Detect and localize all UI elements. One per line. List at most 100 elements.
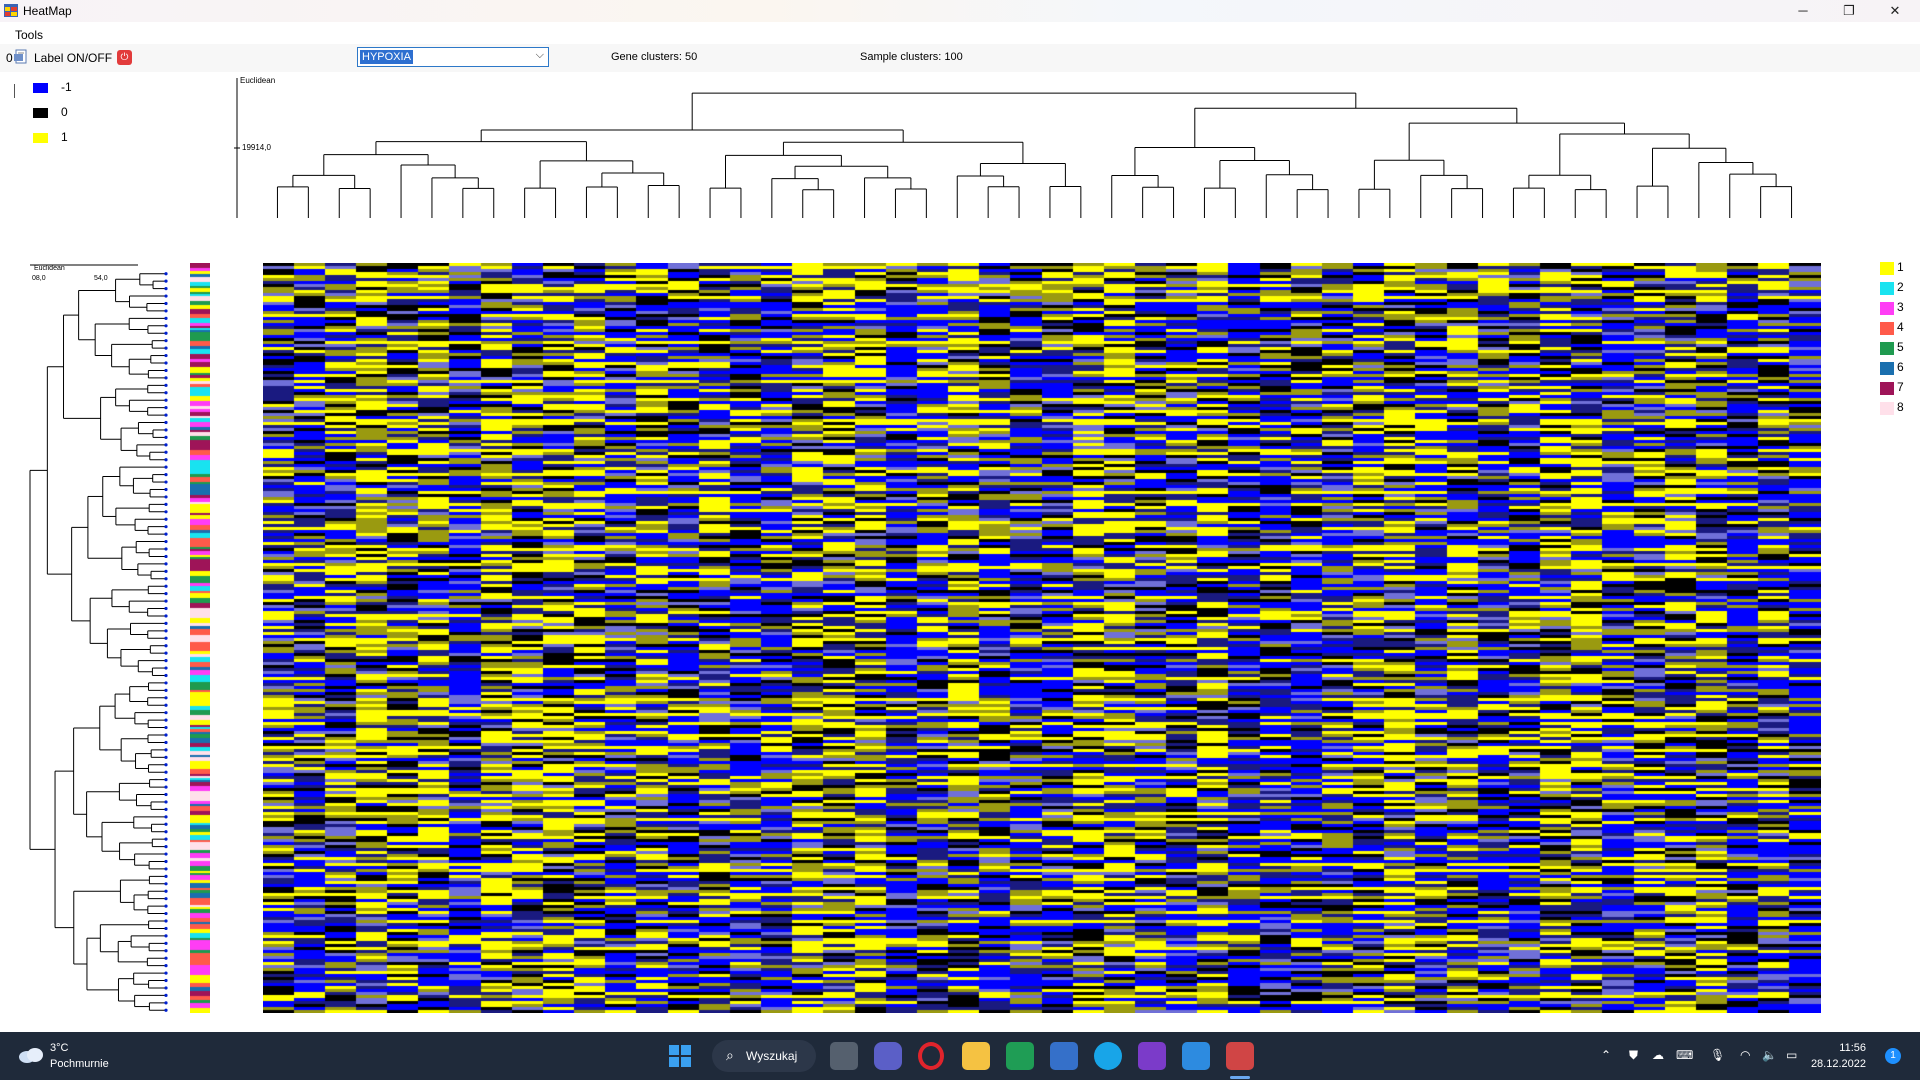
leaf-marker <box>164 889 168 893</box>
toolbar-zero-text: 0 <box>6 51 13 65</box>
taskbar-search-label: Wyszukaj <box>746 1049 798 1063</box>
cluster-swatch <box>1880 322 1894 335</box>
chevron-down-icon[interactable]: ⌵ <box>535 49 544 61</box>
leaf-marker <box>164 361 168 365</box>
leaf-marker <box>164 711 168 715</box>
leaf-marker <box>164 919 168 923</box>
leaf-marker <box>164 443 168 447</box>
windows-icon[interactable] <box>666 1042 694 1070</box>
security-icon[interactable]: ⛊ <box>1629 1048 1639 1062</box>
leaf-marker <box>164 495 168 499</box>
weather-description[interactable]: Pochmurnie <box>50 1058 109 1070</box>
title-bar: HeatMap ─ ❐ ✕ <box>0 0 1920 22</box>
task-view-icon[interactable] <box>830 1042 858 1070</box>
keyboard-icon[interactable]: ⌨ <box>1676 1048 1694 1062</box>
power-icon[interactable]: ⏻ <box>117 50 132 65</box>
active-app-indicator <box>1230 1076 1250 1079</box>
gene-dendrogram: Euclidean 08,0 54,0 <box>29 264 168 1012</box>
cluster-label: 5 <box>1897 340 1904 354</box>
legend-swatch <box>33 108 48 118</box>
leaf-marker <box>164 837 168 841</box>
cluster-legend-4: 4 <box>1880 318 1910 336</box>
leaf-marker <box>164 822 168 826</box>
dendrogram-leaf-markers <box>164 272 168 1012</box>
cloud-sync-icon[interactable]: ☁ <box>1652 1048 1664 1062</box>
label-toggle-icon[interactable] <box>13 49 29 65</box>
leaf-marker <box>164 450 168 454</box>
sample-dendrogram: Euclidean 19914,0 <box>234 76 1793 218</box>
tray-chevron-icon[interactable]: ⌃ <box>1601 1048 1612 1062</box>
leaf-marker <box>164 904 168 908</box>
cluster-legend-2: 2 <box>1880 278 1910 296</box>
close-button[interactable]: ✕ <box>1889 3 1901 18</box>
save-icon[interactable] <box>1050 1042 1078 1070</box>
microphone-icon[interactable]: 🎙 <box>1710 1048 1726 1062</box>
leaf-marker <box>164 517 168 521</box>
cluster-label: 1 <box>1897 260 1904 274</box>
leaf-marker <box>164 525 168 529</box>
cluster-legend-7: 7 <box>1880 378 1910 396</box>
skype-icon[interactable] <box>1094 1042 1122 1070</box>
clock-time[interactable]: 11:56 <box>1839 1042 1866 1054</box>
visual-studio-icon[interactable] <box>1138 1042 1166 1070</box>
value-legend-neg: -1 <box>33 80 103 96</box>
leaf-marker <box>164 331 168 335</box>
leaf-marker <box>164 964 168 968</box>
gene-cluster-strip <box>190 263 210 1013</box>
legend-label: 0 <box>61 105 68 119</box>
menu-tools[interactable]: Tools <box>15 28 44 42</box>
label-toggle-button[interactable]: Label ON/OFF <box>34 51 113 65</box>
leaf-marker <box>164 435 168 439</box>
leaf-marker <box>164 733 168 737</box>
cloud-icon[interactable] <box>18 1047 44 1063</box>
leaf-marker <box>164 941 168 945</box>
taskbar-search[interactable]: ⌕ Wyszukaj <box>712 1040 816 1072</box>
cluster-label: 8 <box>1897 400 1904 414</box>
leaf-marker <box>164 272 168 276</box>
heatmap-app-icon[interactable] <box>1226 1042 1254 1070</box>
leaf-marker <box>164 986 168 990</box>
leaf-marker <box>164 778 168 782</box>
notepad-icon[interactable] <box>1182 1042 1210 1070</box>
battery-icon[interactable]: ▭ <box>1786 1048 1798 1062</box>
cluster-legend-5: 5 <box>1880 338 1910 356</box>
opera-icon[interactable] <box>918 1042 944 1070</box>
wifi-icon[interactable]: ◠ <box>1740 1048 1751 1062</box>
weather-temperature[interactable]: 3°C <box>50 1042 69 1054</box>
cluster-label: 7 <box>1897 380 1904 394</box>
legend-swatch <box>33 83 48 93</box>
heatmap-canvas[interactable] <box>263 263 1821 1013</box>
restore-button[interactable]: ❐ <box>1843 3 1855 18</box>
leaf-marker <box>164 294 168 298</box>
cluster-label: 4 <box>1897 320 1904 334</box>
leaf-marker <box>164 316 168 320</box>
leaf-marker <box>164 301 168 306</box>
cluster-swatch <box>1880 342 1894 355</box>
left-dendrogram-axis-right: 54,0 <box>94 275 108 282</box>
leaf-marker <box>164 577 168 581</box>
leaf-marker <box>164 406 168 410</box>
chat-icon[interactable] <box>874 1042 902 1070</box>
leaf-marker <box>164 629 168 633</box>
leaf-marker <box>164 807 168 812</box>
file-explorer-icon[interactable] <box>962 1042 990 1070</box>
legend-divider <box>14 84 15 98</box>
notification-badge[interactable]: 1 <box>1885 1048 1901 1064</box>
minimize-button[interactable]: ─ <box>1798 3 1808 18</box>
heatmap-app-icon <box>4 4 18 17</box>
leaf-marker <box>164 562 168 566</box>
leaf-marker <box>164 911 168 916</box>
leaf-marker <box>164 770 168 774</box>
leaf-marker <box>164 755 168 759</box>
leaf-marker <box>164 644 168 648</box>
leaf-marker <box>164 1001 168 1005</box>
volume-icon[interactable]: 🔈 <box>1762 1048 1777 1062</box>
dataset-select[interactable]: HYPOXIA ⌵ <box>357 47 549 67</box>
taskbar: 3°C Pochmurnie ⌕ Wyszukaj ⌃ ⛊ ☁ ⌨ 🎙 ◠ 🔈 … <box>0 1032 1920 1080</box>
excel-icon[interactable] <box>1006 1042 1034 1070</box>
leaf-marker <box>164 428 168 432</box>
cluster-swatch <box>1880 402 1894 415</box>
leaf-marker <box>164 718 168 722</box>
clock-date[interactable]: 28.12.2022 <box>1810 1058 1866 1070</box>
leaf-marker <box>164 725 168 730</box>
